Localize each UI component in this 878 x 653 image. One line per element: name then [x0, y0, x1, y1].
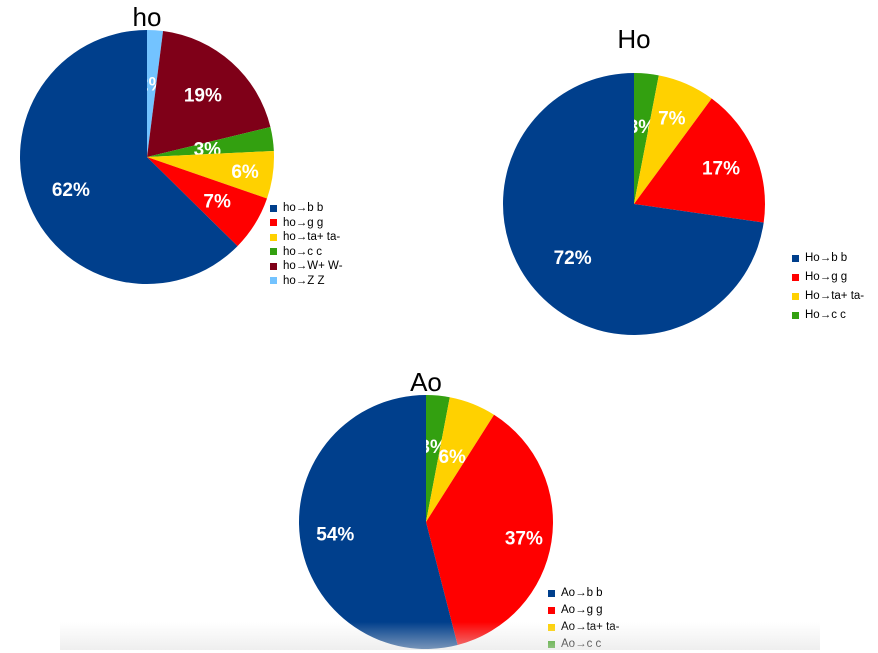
pie-slice	[634, 75, 712, 204]
legend-label: ho→b b	[283, 202, 324, 214]
legend-swatch	[792, 255, 799, 262]
legend-label: Ho→ta+ ta-	[805, 290, 865, 302]
chart-legend: ho→b b ho→g g ho→ta+ ta-ho→c c ho→W+ W-ho→Z…	[270, 201, 343, 288]
bottom-shadow	[60, 622, 820, 650]
slice-percent-label: 37%	[505, 528, 543, 549]
pie-slice	[426, 395, 450, 522]
chart-legend: Ho→b b Ho→g g Ho→ta+ ta- Ho→c c	[792, 249, 864, 325]
slice-percent-label: 62%	[52, 180, 90, 201]
legend-swatch	[270, 248, 277, 256]
slice-percent-label: 6%	[438, 447, 466, 468]
slice-percent-label: 6%	[231, 162, 259, 183]
pie-slice	[147, 150, 274, 199]
legend-item: ho→g g	[270, 216, 343, 231]
legend-swatch	[270, 233, 277, 241]
legend-swatch	[792, 293, 799, 300]
legend-swatch	[792, 312, 799, 319]
legend-label: Ao→g g	[561, 604, 603, 616]
legend-swatch	[548, 590, 555, 597]
legend-item: ho→W+ W-	[270, 259, 343, 274]
legend-item: Ho→b b	[792, 249, 864, 268]
legend-swatch	[270, 204, 277, 212]
legend-label: Ho→b b	[805, 252, 848, 264]
pie-slice	[20, 30, 238, 284]
legend-item: Ho→ta+ ta-	[792, 287, 864, 306]
slice-percent-label: 54%	[316, 524, 354, 545]
legend-item: ho→c c	[270, 245, 343, 260]
pie-slice	[147, 30, 164, 157]
legend-label: ho→Z Z	[283, 274, 325, 287]
legend-label: Ho→c c	[805, 309, 846, 321]
pie-slice	[426, 397, 495, 522]
legend-swatch	[270, 262, 277, 270]
legend-label: ho→g g	[283, 216, 324, 229]
pie-slice	[147, 157, 268, 247]
legend-item: Ho→g g	[792, 268, 864, 287]
slice-percent-label: 19%	[184, 86, 222, 107]
chart-title: Ao	[410, 367, 442, 397]
legend-item: ho→ta+ ta-	[270, 230, 343, 245]
pie-slice	[503, 73, 764, 336]
slice-percent-label: 7%	[203, 192, 231, 213]
legend-swatch	[270, 219, 277, 227]
legend-item: Ao→b b	[548, 585, 620, 602]
legend-label: ho→ta+ ta-	[283, 231, 341, 243]
legend-swatch	[792, 274, 799, 281]
legend-item: Ho→c c	[792, 306, 864, 325]
legend-swatch	[270, 277, 277, 285]
chart-title: Ho	[617, 24, 651, 54]
pie-slice	[634, 73, 659, 204]
legend-item: Ao→g g	[548, 602, 620, 619]
pie-slice	[147, 31, 271, 158]
slice-percent-label: 17%	[702, 159, 740, 180]
legend-swatch	[548, 607, 555, 614]
legend-item: ho→b b	[270, 201, 343, 216]
slice-percent-label: 72%	[554, 248, 592, 269]
slice-percent-label: 7%	[658, 109, 686, 130]
pie-slice	[634, 98, 765, 223]
pie-slice	[426, 414, 553, 646]
pie-slice	[298, 395, 458, 650]
chart-title: ho	[132, 2, 162, 32]
legend-label: Ho→g g	[805, 271, 848, 283]
legend-label: ho→W+ W-	[283, 260, 343, 272]
pie-slice	[147, 127, 274, 157]
legend-item: ho→Z Z	[270, 274, 343, 289]
legend-label: Ao→b b	[561, 587, 603, 599]
legend-label: ho→c c	[283, 245, 322, 258]
